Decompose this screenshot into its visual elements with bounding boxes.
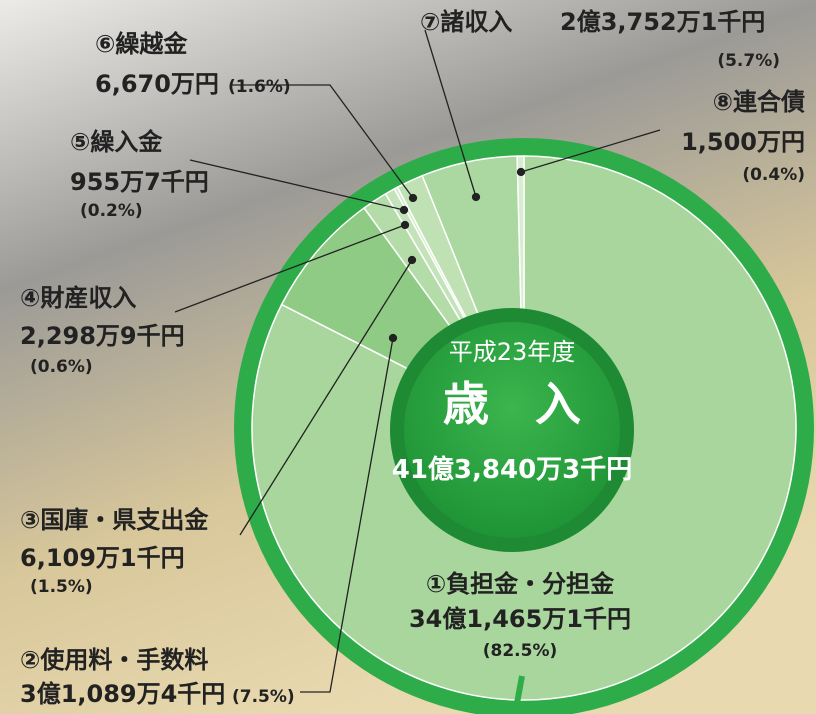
percent: (0.6%) [30, 357, 93, 377]
label: ⑥繰越金 [95, 30, 188, 58]
amount: 1,500万円 [681, 128, 805, 156]
label: ①負担金・分担金 [426, 570, 615, 598]
percent: (82.5%) [483, 641, 558, 661]
label: ⑤繰入金 [70, 128, 163, 156]
label: ⑦諸収入 [420, 8, 512, 36]
amount: 2,298万9千円 [20, 322, 185, 350]
label: ②使用料・手数料 [20, 646, 208, 674]
percent: (5.7%) [717, 51, 780, 71]
amount: 2億3,752万1千円 [560, 8, 765, 36]
amount: 955万7千円 [70, 168, 209, 196]
amount: 6,670万円 [95, 70, 219, 98]
percent: (7.5%) [232, 687, 295, 707]
center-total: 41億3,840万3千円 [392, 455, 633, 485]
label: ④財産収入 [20, 284, 136, 312]
label: ③国庫・県支出金 [20, 506, 209, 534]
percent: (1.6%) [228, 77, 291, 97]
amount: 34億1,465万1千円 [409, 605, 631, 633]
chart: 平成23年度 歳 入 41億3,840万3千円 ①負担金・分担金 34億1,46… [0, 0, 816, 714]
percent: (1.5%) [30, 577, 93, 597]
amount: 6,109万1千円 [20, 544, 185, 572]
label: ⑧連合債 [713, 88, 805, 116]
percent: (0.4%) [742, 165, 805, 185]
amount: 3億1,089万4千円 [20, 680, 225, 708]
percent: (0.2%) [80, 201, 143, 221]
center-subtitle: 歳 入 [443, 377, 581, 431]
center-title: 平成23年度 [449, 338, 576, 366]
